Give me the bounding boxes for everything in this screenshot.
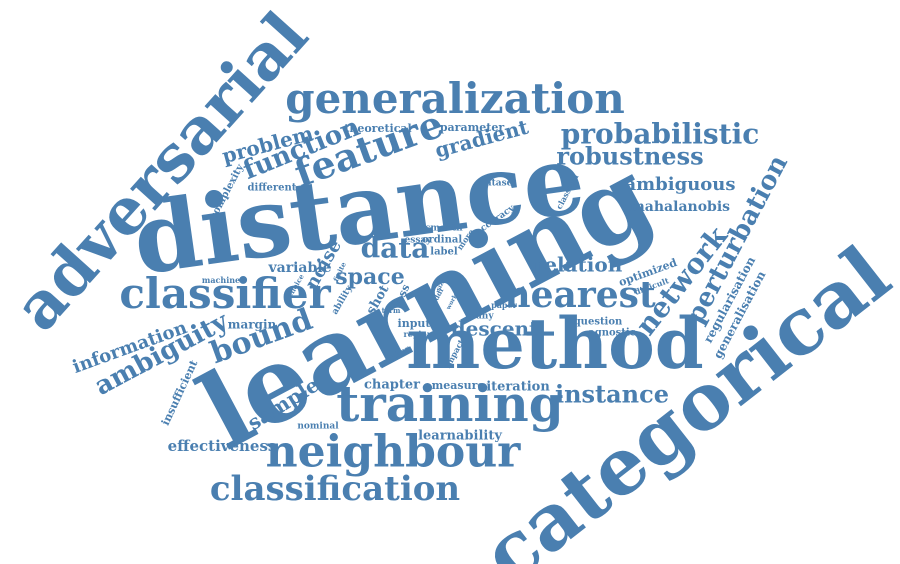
word-robustness: robustness [556, 142, 703, 171]
word-data: data [361, 232, 430, 265]
word-region: region [403, 329, 432, 339]
word-input: input [398, 317, 432, 330]
word-margin: margin [228, 318, 277, 332]
word-paper: paper [491, 300, 517, 310]
word-nearest: nearest [504, 274, 656, 316]
word-classification: classification [210, 469, 460, 509]
word-variable: variable [268, 260, 332, 276]
word-relation: relation [534, 253, 623, 277]
word-mahalanobis: mahalanobis [630, 199, 730, 215]
word-ordinal: ordinal [422, 235, 462, 246]
word-ambiguous: ambiguous [624, 174, 735, 195]
word-learnability: learnability [418, 429, 502, 444]
word-question: question [574, 317, 623, 328]
word-generalization: generalization [285, 74, 625, 123]
word-classifier: classifier [119, 269, 331, 318]
word-iteration: iteration [486, 380, 550, 395]
word-neighbour: neighbour [266, 427, 522, 478]
word-measure: measure [432, 379, 485, 392]
word-theoretical: theoretical [344, 122, 411, 135]
word-nominal: nominal [297, 422, 339, 432]
word-probabilistic: probabilistic [561, 118, 760, 151]
word-smooth: smooth [425, 224, 463, 234]
word-space: space [335, 264, 404, 290]
word-chapter: chapter [364, 378, 420, 393]
word-instance: instance [555, 380, 669, 409]
word-training: training [336, 374, 564, 433]
word-different: different [248, 183, 297, 194]
word-machine: machine [202, 275, 240, 285]
word-parameter: parameter [440, 121, 504, 134]
word-dataset: dataset [479, 179, 517, 189]
word-agnostic: agnostic [588, 328, 636, 339]
word-descent: descent [452, 317, 539, 341]
word-essay: essay [405, 236, 433, 246]
word-many: many [466, 312, 494, 322]
word-term: term [382, 306, 401, 315]
word-label: label [430, 247, 458, 258]
word-method: method [406, 302, 703, 385]
word-effectiveness: effectiveness [168, 437, 277, 455]
